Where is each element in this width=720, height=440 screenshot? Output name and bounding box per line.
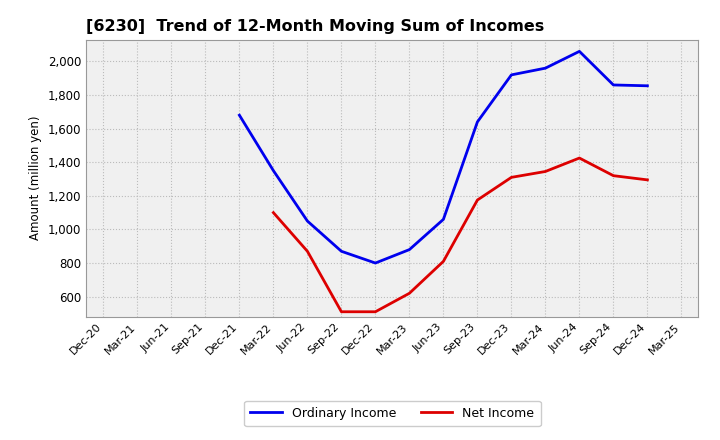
Ordinary Income <box>439 217 448 222</box>
Net Income <box>303 249 312 254</box>
Ordinary Income <box>269 168 278 173</box>
Net Income <box>643 177 652 183</box>
Net Income <box>405 291 414 296</box>
Net Income <box>439 259 448 264</box>
Text: [6230]  Trend of 12-Month Moving Sum of Incomes: [6230] Trend of 12-Month Moving Sum of I… <box>86 19 544 34</box>
Ordinary Income <box>473 119 482 125</box>
Net Income <box>575 155 584 161</box>
Ordinary Income <box>541 66 550 71</box>
Ordinary Income <box>337 249 346 254</box>
Ordinary Income <box>371 260 379 266</box>
Net Income <box>609 173 618 178</box>
Net Income <box>473 198 482 203</box>
Line: Net Income: Net Income <box>274 158 647 312</box>
Net Income <box>269 210 278 215</box>
Ordinary Income <box>405 247 414 252</box>
Ordinary Income <box>507 72 516 77</box>
Net Income <box>541 169 550 174</box>
Net Income <box>371 309 379 315</box>
Legend: Ordinary Income, Net Income: Ordinary Income, Net Income <box>244 401 541 426</box>
Ordinary Income <box>643 83 652 88</box>
Ordinary Income <box>575 49 584 54</box>
Y-axis label: Amount (million yen): Amount (million yen) <box>30 116 42 240</box>
Net Income <box>507 175 516 180</box>
Ordinary Income <box>303 218 312 224</box>
Ordinary Income <box>235 113 243 118</box>
Line: Ordinary Income: Ordinary Income <box>239 51 647 263</box>
Ordinary Income <box>609 82 618 88</box>
Net Income <box>337 309 346 315</box>
